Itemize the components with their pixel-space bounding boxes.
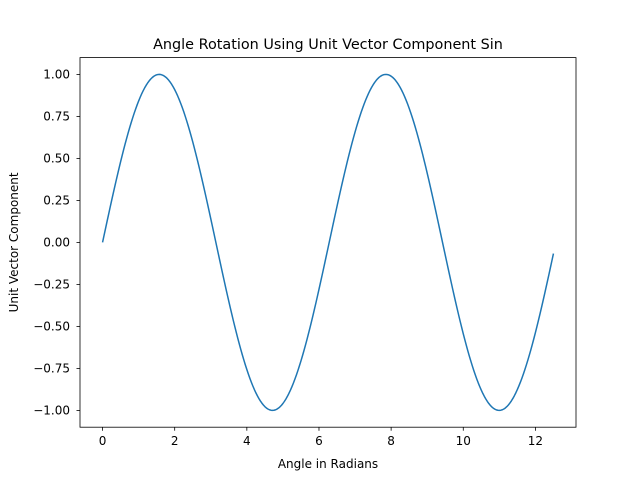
x-tick-label: 4 bbox=[243, 434, 251, 448]
x-tick-label: 6 bbox=[315, 434, 323, 448]
sin-series-line bbox=[101, 73, 555, 412]
plot-area bbox=[101, 73, 555, 412]
x-tick-label: 12 bbox=[528, 434, 543, 448]
x-axis-label: Angle in Radians bbox=[278, 457, 378, 471]
y-tick-label: −0.25 bbox=[33, 278, 70, 292]
chart-title: Angle Rotation Using Unit Vector Compone… bbox=[153, 37, 503, 53]
x-tick-label: 10 bbox=[456, 434, 471, 448]
y-tick-label: 0.00 bbox=[43, 236, 70, 250]
x-tick-label: 8 bbox=[387, 434, 395, 448]
y-axis-label: Unit Vector Component bbox=[7, 172, 21, 312]
y-tick-label: −1.00 bbox=[33, 404, 70, 418]
x-axis-ticks: 0 2 4 6 8 10 12 bbox=[99, 427, 543, 448]
x-tick-label: 2 bbox=[171, 434, 179, 448]
y-tick-label: −0.50 bbox=[33, 320, 70, 334]
y-tick-label: 0.50 bbox=[43, 152, 70, 166]
y-tick-label: 0.75 bbox=[43, 110, 70, 124]
x-tick-label: 0 bbox=[99, 434, 107, 448]
y-axis-ticks: −1.00 −0.75 −0.50 −0.25 0.00 0.25 0.50 0.75 1.00 bbox=[33, 68, 80, 418]
y-tick-label: 0.25 bbox=[43, 194, 70, 208]
axes-frame bbox=[79, 57, 577, 428]
y-tick-label: 1.00 bbox=[43, 68, 70, 82]
y-tick-label: −0.75 bbox=[33, 362, 70, 376]
